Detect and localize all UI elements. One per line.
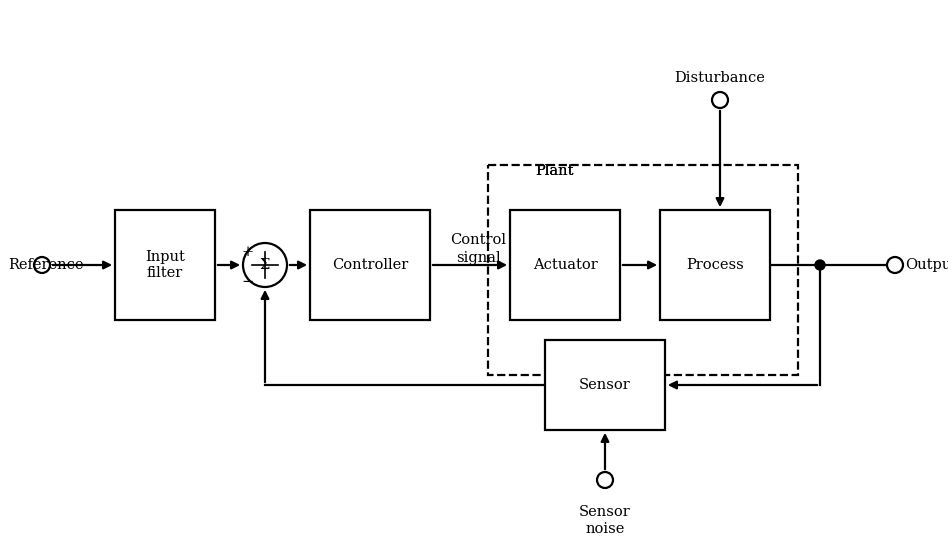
Text: noise: noise [585,522,625,536]
Bar [488,165,798,375]
Circle shape [887,257,903,273]
Circle shape [597,472,613,488]
Text: Disturbance: Disturbance [675,71,765,85]
Text: Sensor: Sensor [579,505,630,519]
Text: Reference: Reference [8,258,83,272]
Circle shape [34,257,50,273]
Text: Input
filter: Input filter [145,250,185,280]
Bar [115,210,215,320]
Text: Controller: Controller [332,258,409,272]
Text: signal: signal [456,251,501,265]
Bar [310,210,430,320]
Circle shape [712,92,728,108]
Text: Control: Control [450,233,506,247]
Text: Sensor: Sensor [579,378,630,392]
Text: Process: Process [686,258,744,272]
Text: Plant: Plant [535,164,574,178]
Text: Plant: Plant [535,164,574,178]
Text: Σ: Σ [260,258,270,272]
Bar [510,210,620,320]
Bar [660,210,770,320]
Text: Actuator: Actuator [533,258,597,272]
Bar [545,340,665,430]
Circle shape [815,260,825,270]
Text: −: − [242,275,254,289]
Circle shape [243,243,287,287]
Text: Output: Output [905,258,948,272]
Text: +: + [242,245,254,259]
